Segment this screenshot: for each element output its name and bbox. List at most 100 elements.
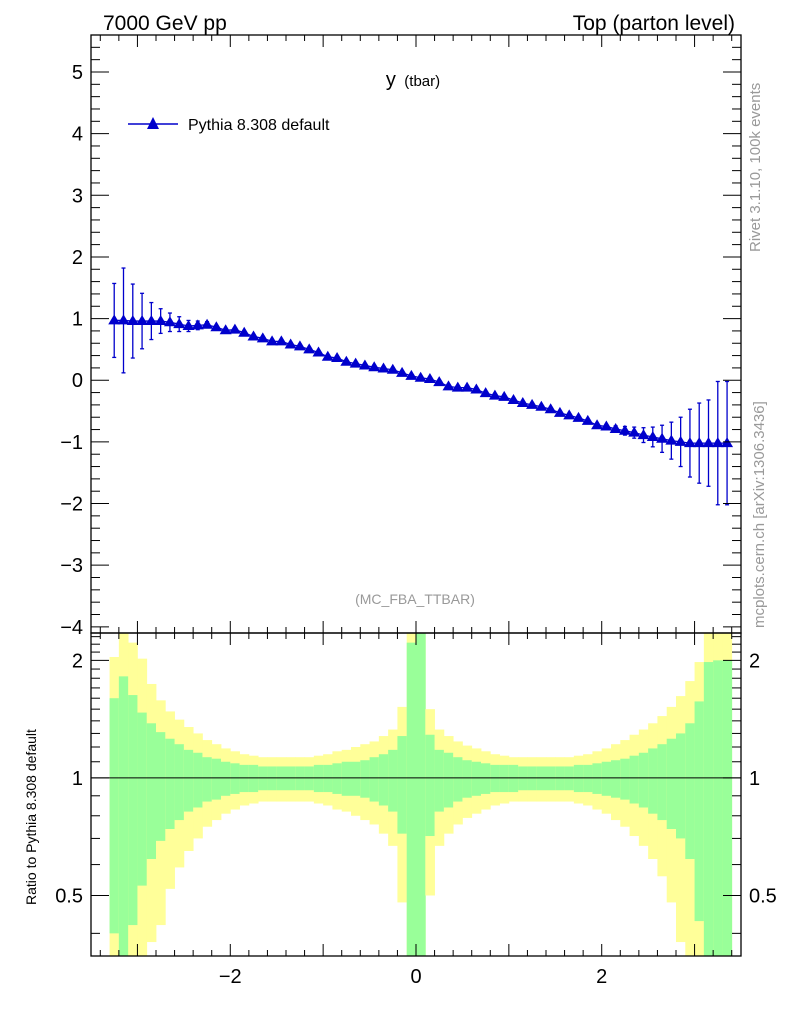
- data-point: [136, 315, 149, 326]
- ratio-band-inner-bin: [694, 701, 705, 922]
- data-point: [646, 430, 659, 441]
- data-point: [312, 346, 325, 357]
- data-point: [563, 409, 576, 420]
- ratio-band-inner-bin: [713, 660, 723, 956]
- x-tick-label: 0: [410, 966, 421, 988]
- data-point: [702, 437, 715, 448]
- ratio-band-inner-bin: [481, 763, 491, 794]
- data-point: [349, 357, 362, 368]
- data-point: [637, 429, 650, 440]
- data-point: [331, 352, 344, 363]
- ratio-band-inner-bin: [666, 738, 677, 830]
- y-tick-label: −2: [60, 494, 83, 516]
- data-point: [126, 315, 139, 326]
- y-tick-label: 1: [72, 309, 83, 331]
- ratio-band-inner-bin: [425, 734, 435, 837]
- data-point: [693, 437, 706, 448]
- data-point: [247, 330, 260, 341]
- y-tick-label: 0: [72, 370, 83, 392]
- data-point: [683, 437, 696, 448]
- data-point: [451, 381, 464, 392]
- data-point: [591, 419, 604, 430]
- ratio-band-inner-bin: [388, 749, 398, 812]
- y-tick-label: −3: [60, 555, 83, 577]
- ratio-band-inner-bin: [416, 633, 426, 956]
- x-tick-label: 2: [596, 966, 607, 988]
- ratio-band-inner-bin: [703, 662, 714, 956]
- y-tick-label: −4: [60, 617, 83, 639]
- ratio-band-inner-bin: [397, 736, 408, 834]
- data-point: [377, 362, 390, 373]
- data-point: [516, 397, 529, 408]
- ratio-y-tick-label: 1: [72, 768, 83, 790]
- ratio-band-inner-bin: [462, 760, 473, 798]
- data-point: [238, 326, 251, 337]
- ratio-y-tick-label-right: 2: [749, 650, 760, 672]
- ratio-bands: [109, 633, 733, 956]
- data-point: [219, 324, 232, 335]
- data-point: [656, 432, 669, 443]
- data-point: [386, 363, 399, 374]
- data-point: [182, 319, 195, 330]
- data-point: [628, 426, 641, 437]
- ratio-band-inner-bin: [638, 752, 649, 808]
- ratio-band-inner-bin: [183, 749, 194, 812]
- data-point: [284, 338, 297, 349]
- ratio-band-inner-bin: [629, 755, 640, 804]
- ratio-band-inner-bin: [156, 732, 166, 841]
- data-point: [572, 411, 585, 422]
- y-tick-label: −1: [60, 432, 83, 454]
- data-point: [711, 437, 724, 448]
- y-tick-label: 4: [72, 124, 83, 146]
- data-point: [470, 383, 483, 394]
- data-point: [526, 398, 539, 409]
- data-point: [609, 422, 622, 433]
- data-point: [358, 359, 371, 370]
- data-point: [433, 376, 446, 387]
- data-point: [600, 420, 613, 431]
- legend-label: Pythia 8.308 default: [188, 117, 330, 134]
- ratio-band-inner-bin: [620, 758, 630, 800]
- ratio-band-inner-bin: [360, 760, 370, 798]
- data-point: [442, 380, 455, 391]
- ratio-y-tick-label: 0.5: [55, 886, 83, 908]
- data-point: [228, 323, 241, 334]
- ratio-band-inner-bin: [406, 642, 417, 956]
- ratio-band-inner-bin: [443, 752, 454, 808]
- rivet-label: Rivet 3.1.10, 100k events: [747, 83, 764, 252]
- ratio-band-inner-bin: [592, 763, 603, 794]
- data-point: [321, 350, 334, 361]
- ratio-band-inner-bin: [109, 698, 120, 934]
- chart-title-sub: (tbar): [404, 73, 440, 90]
- data-point: [581, 414, 594, 425]
- ratio-band-inner-bin: [471, 761, 482, 796]
- analysis-tag: (MC_FBA_TTBAR): [355, 591, 475, 607]
- data-point: [479, 387, 492, 398]
- data-point: [553, 406, 566, 417]
- data-point: [191, 319, 204, 330]
- data-point: [405, 369, 418, 380]
- data-point: [154, 315, 167, 326]
- ratio-band-inner-bin: [128, 695, 138, 926]
- x-tick-label: −2: [219, 966, 242, 988]
- ratio-band-inner-bin: [313, 764, 324, 793]
- ratio-band-inner-bin: [239, 764, 250, 793]
- process-label: Top (parton level): [573, 12, 735, 35]
- data-point: [117, 314, 130, 325]
- ratio-band-inner-bin: [369, 757, 380, 802]
- legend-triangle-icon: [147, 117, 159, 129]
- data-point: [535, 400, 548, 411]
- ratio-band-inner-bin: [351, 761, 361, 796]
- data-point: [163, 316, 176, 327]
- ratio-band-inner-bin: [508, 764, 519, 793]
- data-point: [498, 390, 511, 401]
- ratio-band-inner-bin: [202, 757, 213, 802]
- data-point: [173, 318, 186, 329]
- ratio-band-inner-bin: [601, 761, 612, 796]
- ratio-y-tick-label: 2: [72, 650, 83, 672]
- ratio-y-tick-label-right: 0.5: [749, 886, 777, 908]
- ratio-ylabel: Ratio to Pythia 8.308 default: [23, 729, 39, 905]
- chart-title: y (tbar): [386, 69, 440, 91]
- data-point: [368, 361, 381, 372]
